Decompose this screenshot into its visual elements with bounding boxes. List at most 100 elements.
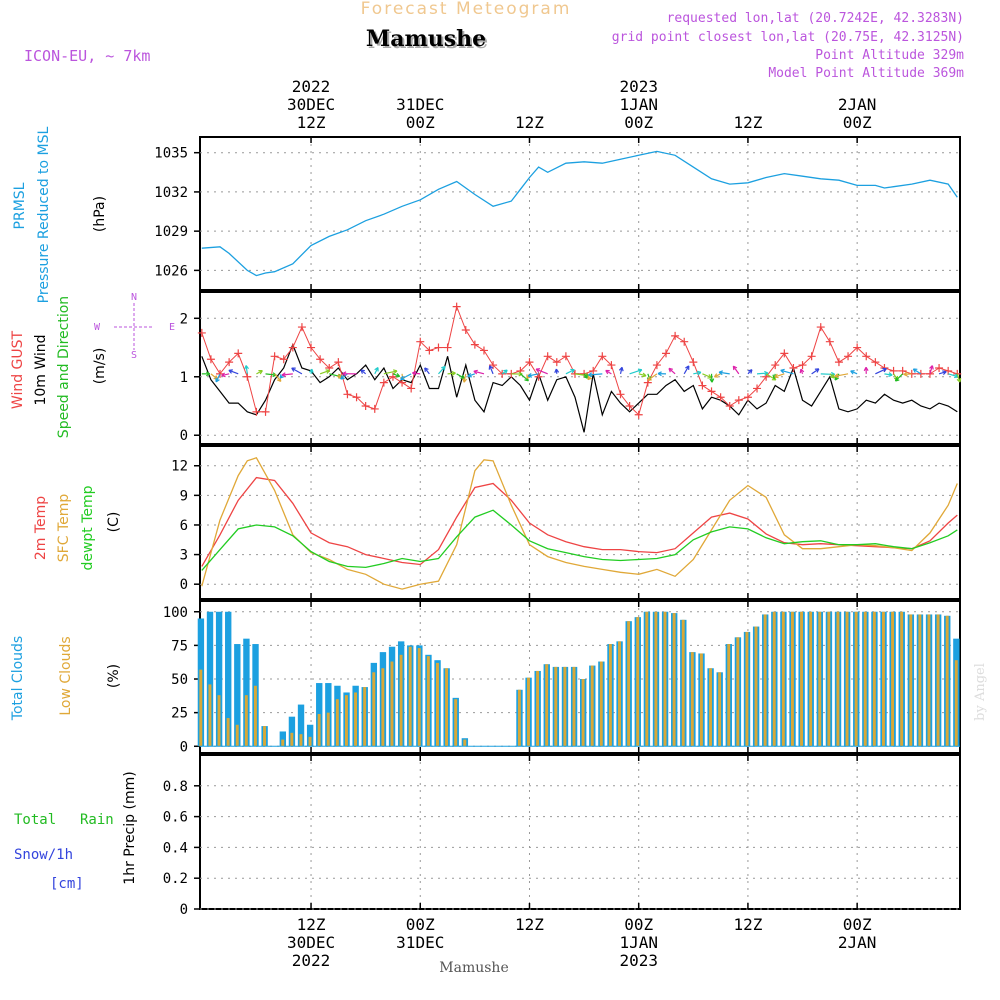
wind-direction-arrow (647, 373, 658, 381)
wind-direction-arrow (693, 371, 702, 375)
temp-label-2m: 2m Temp (33, 496, 49, 560)
time-label: 00Z (406, 113, 435, 132)
total-cloud-bar (225, 611, 232, 747)
low-cloud-bar (208, 684, 212, 747)
y-tick-label: 1026 (154, 263, 188, 279)
gust-marker (753, 384, 762, 393)
wind-unit: (m/s) (92, 348, 108, 385)
y-tick-label: 0.2 (163, 871, 188, 887)
low-cloud-bar (554, 666, 558, 747)
gust-marker (780, 349, 789, 358)
low-cloud-bar (253, 685, 257, 747)
y-tick-label: 0.4 (163, 840, 188, 856)
wind-direction-arrow (895, 373, 904, 382)
wind-label-speed: Speed and Direction (56, 296, 72, 438)
gust-marker (743, 393, 752, 402)
gust-marker (862, 352, 871, 361)
wind-arrow-head (467, 372, 472, 378)
gust-marker (525, 358, 534, 367)
low-cloud-bar (836, 611, 840, 747)
wind-arrow-head (668, 367, 673, 373)
low-cloud-bar (954, 660, 958, 747)
wind-direction-arrow (756, 372, 768, 375)
wind-direction-arrow (340, 373, 348, 380)
low-cloud-bar (335, 699, 339, 747)
wind-arrow-head (850, 370, 855, 375)
gust-marker (407, 384, 416, 393)
gust-marker (598, 352, 607, 361)
wind-arrow-head (882, 367, 887, 373)
low-cloud-bar (572, 666, 576, 747)
wind-arrow-head (732, 365, 738, 371)
y-tick-label: 1032 (154, 185, 188, 201)
low-cloud-bar (645, 611, 649, 747)
compass-s: S (131, 350, 137, 361)
wind-arrow-head (618, 366, 624, 372)
time-label: 2023 (619, 77, 658, 96)
precip-label-snow: Snow/1h (14, 847, 73, 863)
point-altitude: Point Altitude 329m (815, 48, 964, 63)
wind-arrow-head (780, 368, 785, 374)
time-label: 2JAN (838, 933, 877, 952)
low-cloud-bar (909, 614, 913, 747)
wind-arrow-head (374, 367, 379, 372)
wind-direction-arrow (215, 373, 221, 383)
wind-arrow-head (647, 376, 652, 381)
low-cloud-bar (599, 661, 603, 747)
low-cloud-bar (417, 648, 421, 747)
wind-direction-arrow (424, 367, 430, 375)
wind-arrow-head (488, 365, 494, 370)
temp-unit: (C) (106, 512, 122, 533)
low-cloud-bar (226, 718, 230, 747)
gust-marker (625, 402, 634, 410)
time-label: 2022 (292, 77, 331, 96)
low-cloud-bar (709, 668, 712, 747)
gust-marker (252, 407, 261, 416)
gust-marker (844, 352, 853, 361)
low-cloud-bar (281, 739, 285, 747)
low-cloud-bar (454, 699, 458, 747)
wind-arrow-head (956, 378, 962, 383)
wind-direction-arrow (683, 365, 690, 375)
gust-marker (652, 361, 661, 370)
gust-marker (671, 331, 680, 340)
y-tick-label: 0 (180, 428, 188, 444)
wind-direction-arrow (638, 373, 647, 377)
time-label: 2JAN (838, 95, 877, 114)
time-label: 2023 (619, 951, 658, 970)
gust-marker (552, 358, 561, 367)
total-cloud-bar (243, 638, 250, 747)
gust-marker (416, 337, 425, 346)
gust-marker (543, 352, 552, 361)
wind-direction-arrow (438, 366, 446, 375)
wind-arrow-head (206, 371, 211, 377)
wind-direction-arrow (274, 373, 282, 382)
gust-marker (434, 343, 443, 352)
y-tick-label: 50 (171, 672, 188, 688)
low-cloud-bar (372, 672, 376, 747)
wind-direction-arrow (528, 373, 539, 377)
gust-marker (370, 404, 379, 413)
wind-direction-arrow (929, 365, 933, 375)
y-tick-label: 12 (171, 459, 188, 475)
model-label: ICON-EU, ~ 7km (24, 47, 150, 65)
total-cloud-bar (279, 731, 287, 747)
gust-marker (243, 372, 252, 381)
low-cloud-bar (936, 614, 940, 747)
wind-arrow-head (393, 369, 398, 375)
gust-marker (589, 366, 598, 375)
wind-direction-arrow (629, 369, 643, 375)
gust-marker (834, 358, 843, 367)
low-cloud-bar (363, 687, 367, 747)
low-cloud-bar (663, 611, 667, 747)
wind-arrow-head (412, 370, 417, 376)
gust-marker (816, 323, 825, 332)
wind-arrow-head (473, 369, 478, 375)
panel-frame (199, 445, 961, 600)
low-cloud-bar (654, 611, 658, 747)
low-cloud-bar (235, 724, 239, 747)
wind-arrow-head (221, 372, 226, 378)
wind-direction-arrow (447, 372, 456, 375)
y-tick-label: 2 (180, 311, 188, 327)
low-cloud-bar (244, 695, 248, 747)
